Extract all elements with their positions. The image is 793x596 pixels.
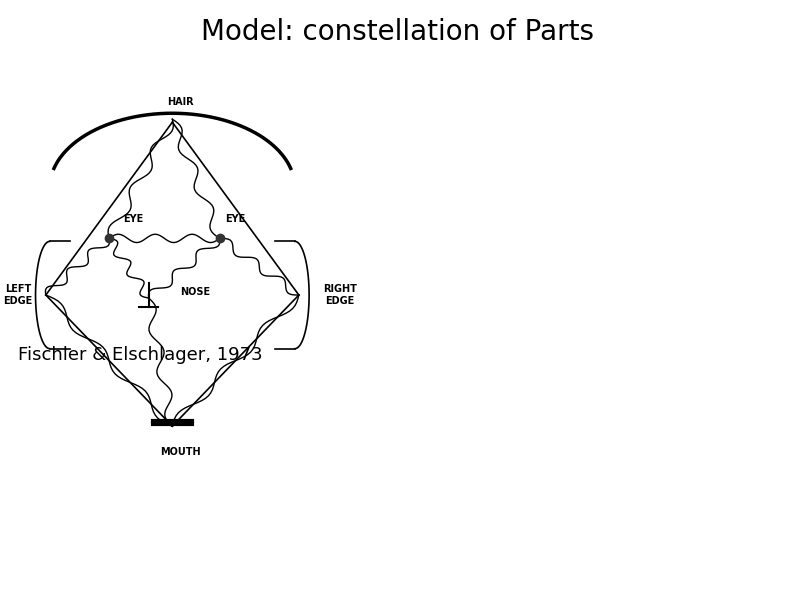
Text: MOUTH: MOUTH [160, 447, 201, 457]
Text: NOSE: NOSE [180, 287, 210, 297]
Text: Model: constellation of Parts: Model: constellation of Parts [201, 18, 594, 46]
Text: EYE: EYE [123, 213, 143, 224]
Text: LEFT
EDGE: LEFT EDGE [3, 284, 33, 306]
Text: RIGHT
EDGE: RIGHT EDGE [323, 284, 357, 306]
Text: HAIR: HAIR [167, 97, 193, 107]
Text: Fischler & Elschlager, 1973: Fischler & Elschlager, 1973 [18, 346, 262, 364]
Text: EYE: EYE [225, 213, 246, 224]
